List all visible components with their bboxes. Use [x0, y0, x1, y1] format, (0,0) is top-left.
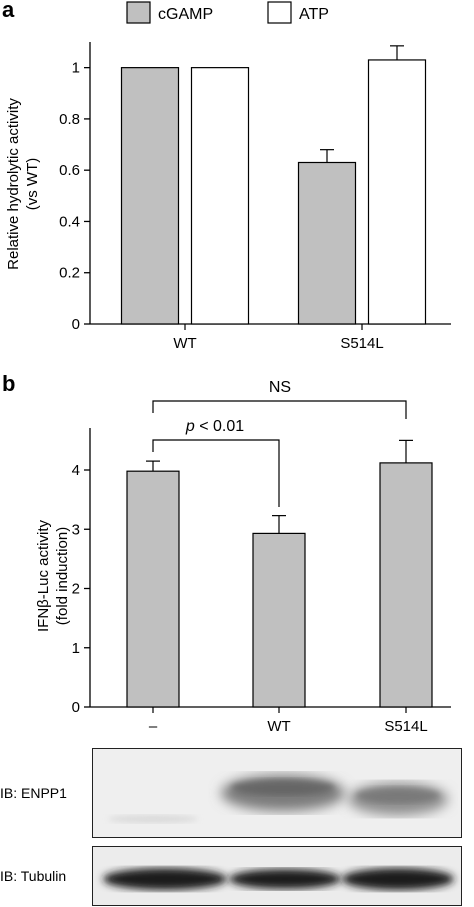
blot-label-enpp1: IB: ENPP1: [0, 785, 67, 801]
legend-a: cGAMP ATP: [126, 1, 329, 24]
chart-a-ylabel-line2: (vs WT): [24, 158, 41, 210]
chart-b-ytick-label: 0: [72, 699, 80, 716]
annotation-ns-label: NS: [269, 379, 291, 396]
chart-b-ytick-label: 2: [72, 581, 80, 598]
blot-enpp1-image: [93, 749, 461, 837]
chart-a-xtick-label: WT: [173, 335, 196, 352]
blot-tubulin-image: [93, 847, 461, 905]
chart-b-bar-1: [252, 532, 306, 708]
chart-b-xtick-label: S514L: [384, 718, 427, 735]
band-tubulin-s514l: [342, 868, 454, 890]
blot-label-tubulin: IB: Tubulin: [0, 868, 67, 884]
panel-a-letter: a: [2, 0, 15, 22]
chart-a-ytick-label: 0.2: [59, 265, 80, 282]
chart-b-xtick-label: –: [149, 718, 158, 735]
chart-b-ytick-label: 4: [72, 462, 80, 479]
chart-b: 0 1 2 3 4 – WT S514L: [72, 428, 451, 735]
figure-canvas: a b cGAMP ATP 0 0.2 0.4 0.6 0.8 1 WT S514L Rela…: [2, 0, 451, 735]
band-tubulin-wt: [229, 869, 341, 889]
chart-b-ylabel-line2: (fold induction): [54, 527, 71, 625]
annotation-p-rest: < 0.01: [195, 418, 244, 435]
legend-swatch-atp: [267, 1, 292, 24]
band-tubulin-empty: [103, 868, 227, 890]
chart-b-bar-0: [126, 470, 180, 708]
chart-a-bar-cgamp-wt: [120, 67, 180, 325]
chart-a-ytick-label: 0.8: [59, 111, 80, 128]
legend-swatch-cgamp: [126, 1, 151, 24]
chart-a-ytick-label: 0.6: [59, 162, 80, 179]
chart-a-xtick-label: S514L: [340, 335, 383, 352]
blot-enpp1: [92, 748, 462, 838]
annotation-ns: NS: [152, 379, 407, 419]
chart-b-ytick-label: 3: [72, 521, 80, 538]
bracket-p: [152, 439, 280, 507]
chart-b-ytick-label: 1: [72, 640, 80, 657]
chart-a: 0 0.2 0.4 0.6 0.8 1 WT S514L: [59, 42, 451, 352]
chart-a-ytick-label: 0.4: [59, 213, 80, 230]
chart-a-bar-atp-s514l: [367, 59, 427, 325]
chart-a-bar-cgamp-s514l: [297, 161, 357, 325]
band-enpp1-empty: [108, 815, 198, 823]
legend-label-cgamp: cGAMP: [158, 6, 213, 23]
chart-a-bar-atp-wt: [190, 67, 250, 325]
chart-a-ytick-label: 1: [72, 60, 80, 77]
chart-a-ytick-label: 0: [72, 316, 80, 333]
chart-b-ylabel-line1: IFNβ-Luc activity: [35, 520, 52, 632]
legend-label-atp: ATP: [299, 6, 329, 23]
annotation-p: p < 0.01: [152, 418, 280, 507]
chart-a-ylabel-line1: Relative hydrolytic activity: [5, 98, 22, 270]
annotation-p-italic: p: [185, 418, 195, 435]
annotation-p-label: p < 0.01: [185, 418, 244, 435]
blot-tubulin: [92, 846, 462, 906]
chart-b-xtick-label: WT: [267, 718, 290, 735]
chart-b-bar-2: [379, 462, 433, 708]
bracket-ns: [152, 400, 407, 419]
panel-b-letter: b: [2, 371, 15, 396]
